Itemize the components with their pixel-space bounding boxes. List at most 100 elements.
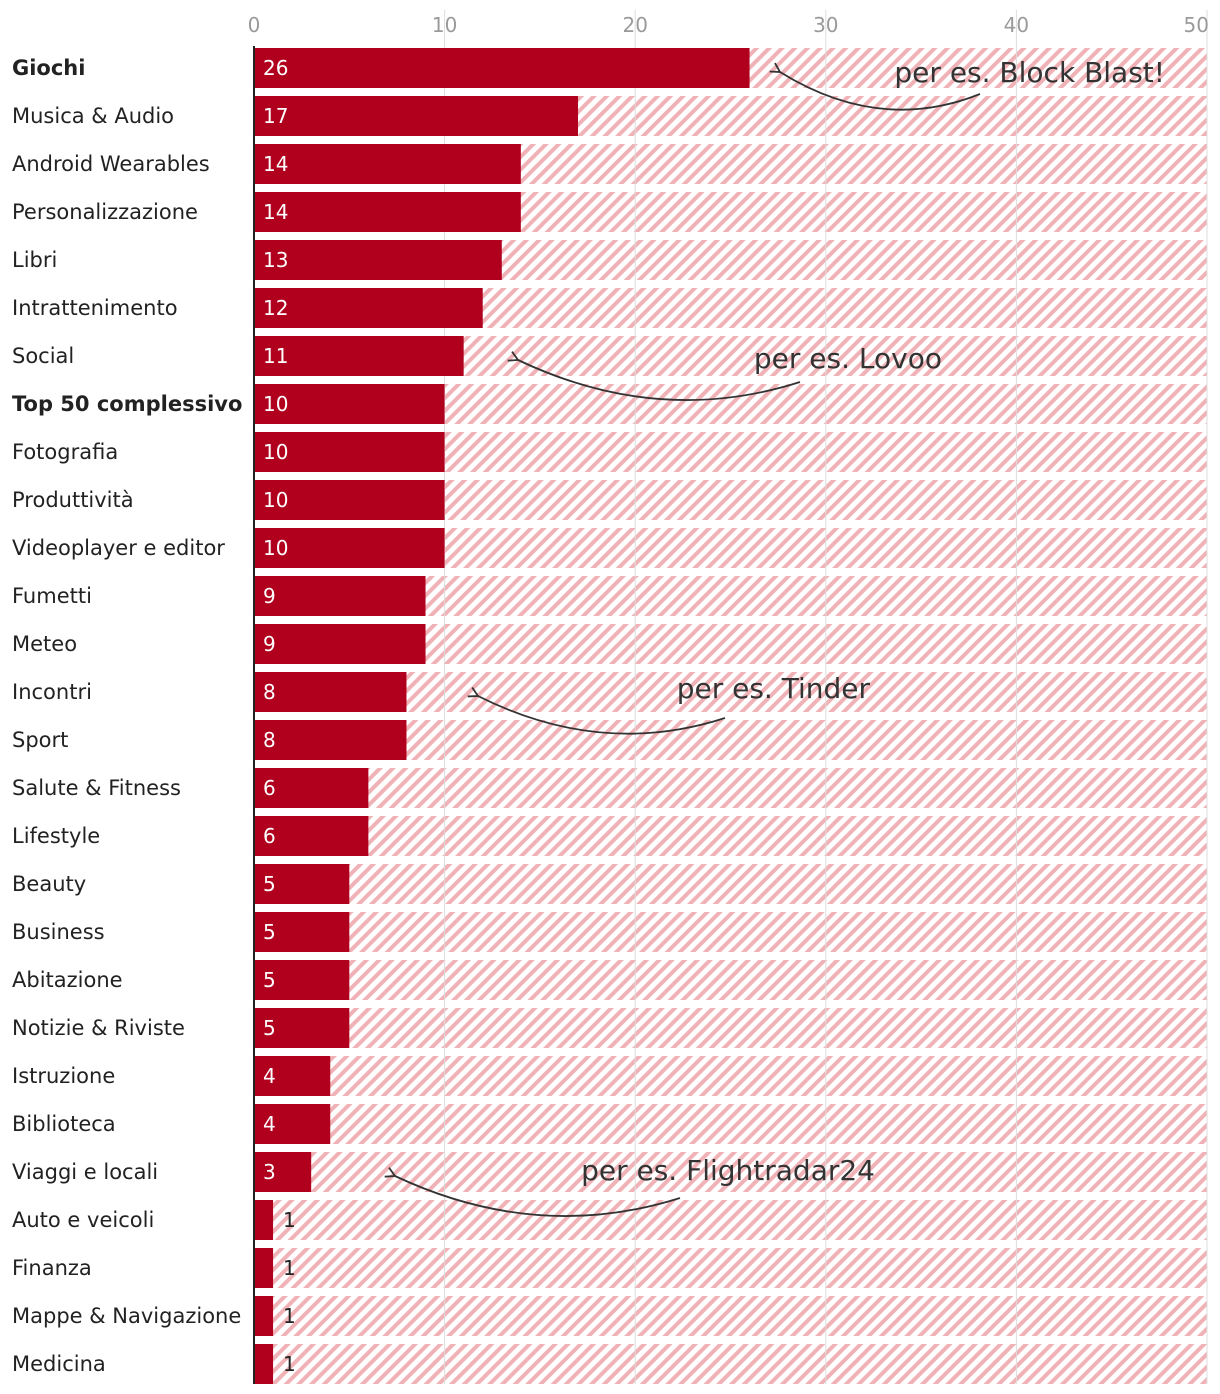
- bar: [254, 816, 369, 856]
- bar: [254, 528, 445, 568]
- bar-track: [254, 1056, 1207, 1096]
- bar-value-label: 10: [263, 536, 288, 560]
- annotation-arrow: [769, 62, 981, 111]
- bar-track: [254, 768, 1207, 808]
- annotation-text: per es. Block Blast!: [894, 56, 1165, 89]
- category-label: Giochi: [12, 56, 85, 80]
- bar-value-label: 26: [263, 56, 288, 80]
- bar-value-label: 17: [263, 104, 288, 128]
- bar: [254, 912, 350, 952]
- category-label: Personalizzazione: [12, 200, 198, 224]
- bar-value-label: 8: [263, 680, 276, 704]
- bar: [254, 672, 407, 712]
- bar-value-label: 4: [263, 1064, 276, 1088]
- bar-value-label: 6: [263, 776, 276, 800]
- category-label: Fumetti: [12, 584, 92, 608]
- bar-track: [254, 672, 1207, 712]
- bar-value-label: 4: [263, 1112, 276, 1136]
- bar: [254, 432, 445, 472]
- bar: [254, 144, 521, 184]
- bar-value-label: 8: [263, 728, 276, 752]
- category-label: Top 50 complessivo: [12, 392, 242, 416]
- bar: [254, 624, 426, 664]
- bar: [254, 48, 750, 88]
- bar-value-label: 12: [263, 296, 288, 320]
- category-label: Social: [12, 344, 74, 368]
- annotation-text: per es. Flightradar24: [581, 1154, 875, 1187]
- bar-value-label: 11: [263, 344, 288, 368]
- bar: [254, 384, 445, 424]
- bar-value-label: 5: [263, 1016, 276, 1040]
- annotation-arrow: [467, 686, 726, 735]
- bar-track: [254, 1104, 1207, 1144]
- x-tick-label: 10: [432, 13, 457, 37]
- bar: [254, 1344, 274, 1384]
- category-label: Auto e veicoli: [12, 1208, 154, 1232]
- bar-track: [254, 816, 1207, 856]
- category-label: Incontri: [12, 680, 92, 704]
- bar: [254, 720, 407, 760]
- annotation-text: per es. Tinder: [677, 672, 871, 705]
- x-tick-label: 50: [1184, 13, 1209, 37]
- category-label: Salute & Fitness: [12, 776, 181, 800]
- category-label: Mappe & Navigazione: [12, 1304, 241, 1328]
- bar-value-label: 10: [263, 488, 288, 512]
- bar-track: [254, 912, 1207, 952]
- category-label: Viaggi e locali: [12, 1160, 158, 1184]
- bar-track: [254, 864, 1207, 904]
- bar-value-label: 5: [263, 872, 276, 896]
- category-label: Musica & Audio: [12, 104, 174, 128]
- bar-value-label: 1: [283, 1256, 296, 1280]
- annotation-arrow: [507, 351, 801, 401]
- bar-value-label: 6: [263, 824, 276, 848]
- category-label: Sport: [12, 728, 68, 752]
- category-label: Libri: [12, 248, 57, 272]
- bar: [254, 1056, 331, 1096]
- bar-value-label: 14: [263, 200, 288, 224]
- bar: [254, 1248, 274, 1288]
- x-tick-label: 40: [1004, 13, 1029, 37]
- bar: [254, 1008, 350, 1048]
- x-tick-label: 30: [813, 13, 838, 37]
- category-label: Business: [12, 920, 105, 944]
- bar-value-label: 13: [263, 248, 288, 272]
- bar-value-label: 1: [283, 1304, 296, 1328]
- category-label: Medicina: [12, 1352, 106, 1376]
- bar-value-label: 10: [263, 440, 288, 464]
- bar: [254, 1104, 331, 1144]
- category-label: Istruzione: [12, 1064, 115, 1088]
- category-label: Intrattenimento: [12, 296, 178, 320]
- category-label: Produttività: [12, 488, 134, 512]
- bar: [254, 336, 464, 376]
- bar: [254, 864, 350, 904]
- bar: [254, 96, 579, 136]
- bar-track: [254, 1296, 1207, 1336]
- bar: [254, 1152, 312, 1192]
- bar-track: [254, 1248, 1207, 1288]
- bar-value-label: 14: [263, 152, 288, 176]
- annotation-text: per es. Lovoo: [754, 342, 942, 375]
- bar: [254, 480, 445, 520]
- bar-track: [254, 720, 1207, 760]
- bar: [254, 288, 483, 328]
- bar-track: [254, 1200, 1207, 1240]
- category-label: Android Wearables: [12, 152, 210, 176]
- category-label: Notizie & Riviste: [12, 1016, 185, 1040]
- bar-value-label: 5: [263, 968, 276, 992]
- x-tick-label: 0: [248, 13, 261, 37]
- bar: [254, 192, 521, 232]
- bar-track: [254, 1152, 1207, 1192]
- category-label: Abitazione: [12, 968, 123, 992]
- bar-track: [254, 1344, 1207, 1384]
- bar-value-label: 1: [283, 1352, 296, 1376]
- category-label: Meteo: [12, 632, 77, 656]
- bar-track: [254, 1008, 1207, 1048]
- bar: [254, 1296, 274, 1336]
- bar: [254, 1200, 274, 1240]
- category-label: Beauty: [12, 872, 86, 896]
- bar-value-label: 3: [263, 1160, 276, 1184]
- annotation-arrow: [384, 1167, 681, 1217]
- category-label: Fotografia: [12, 440, 118, 464]
